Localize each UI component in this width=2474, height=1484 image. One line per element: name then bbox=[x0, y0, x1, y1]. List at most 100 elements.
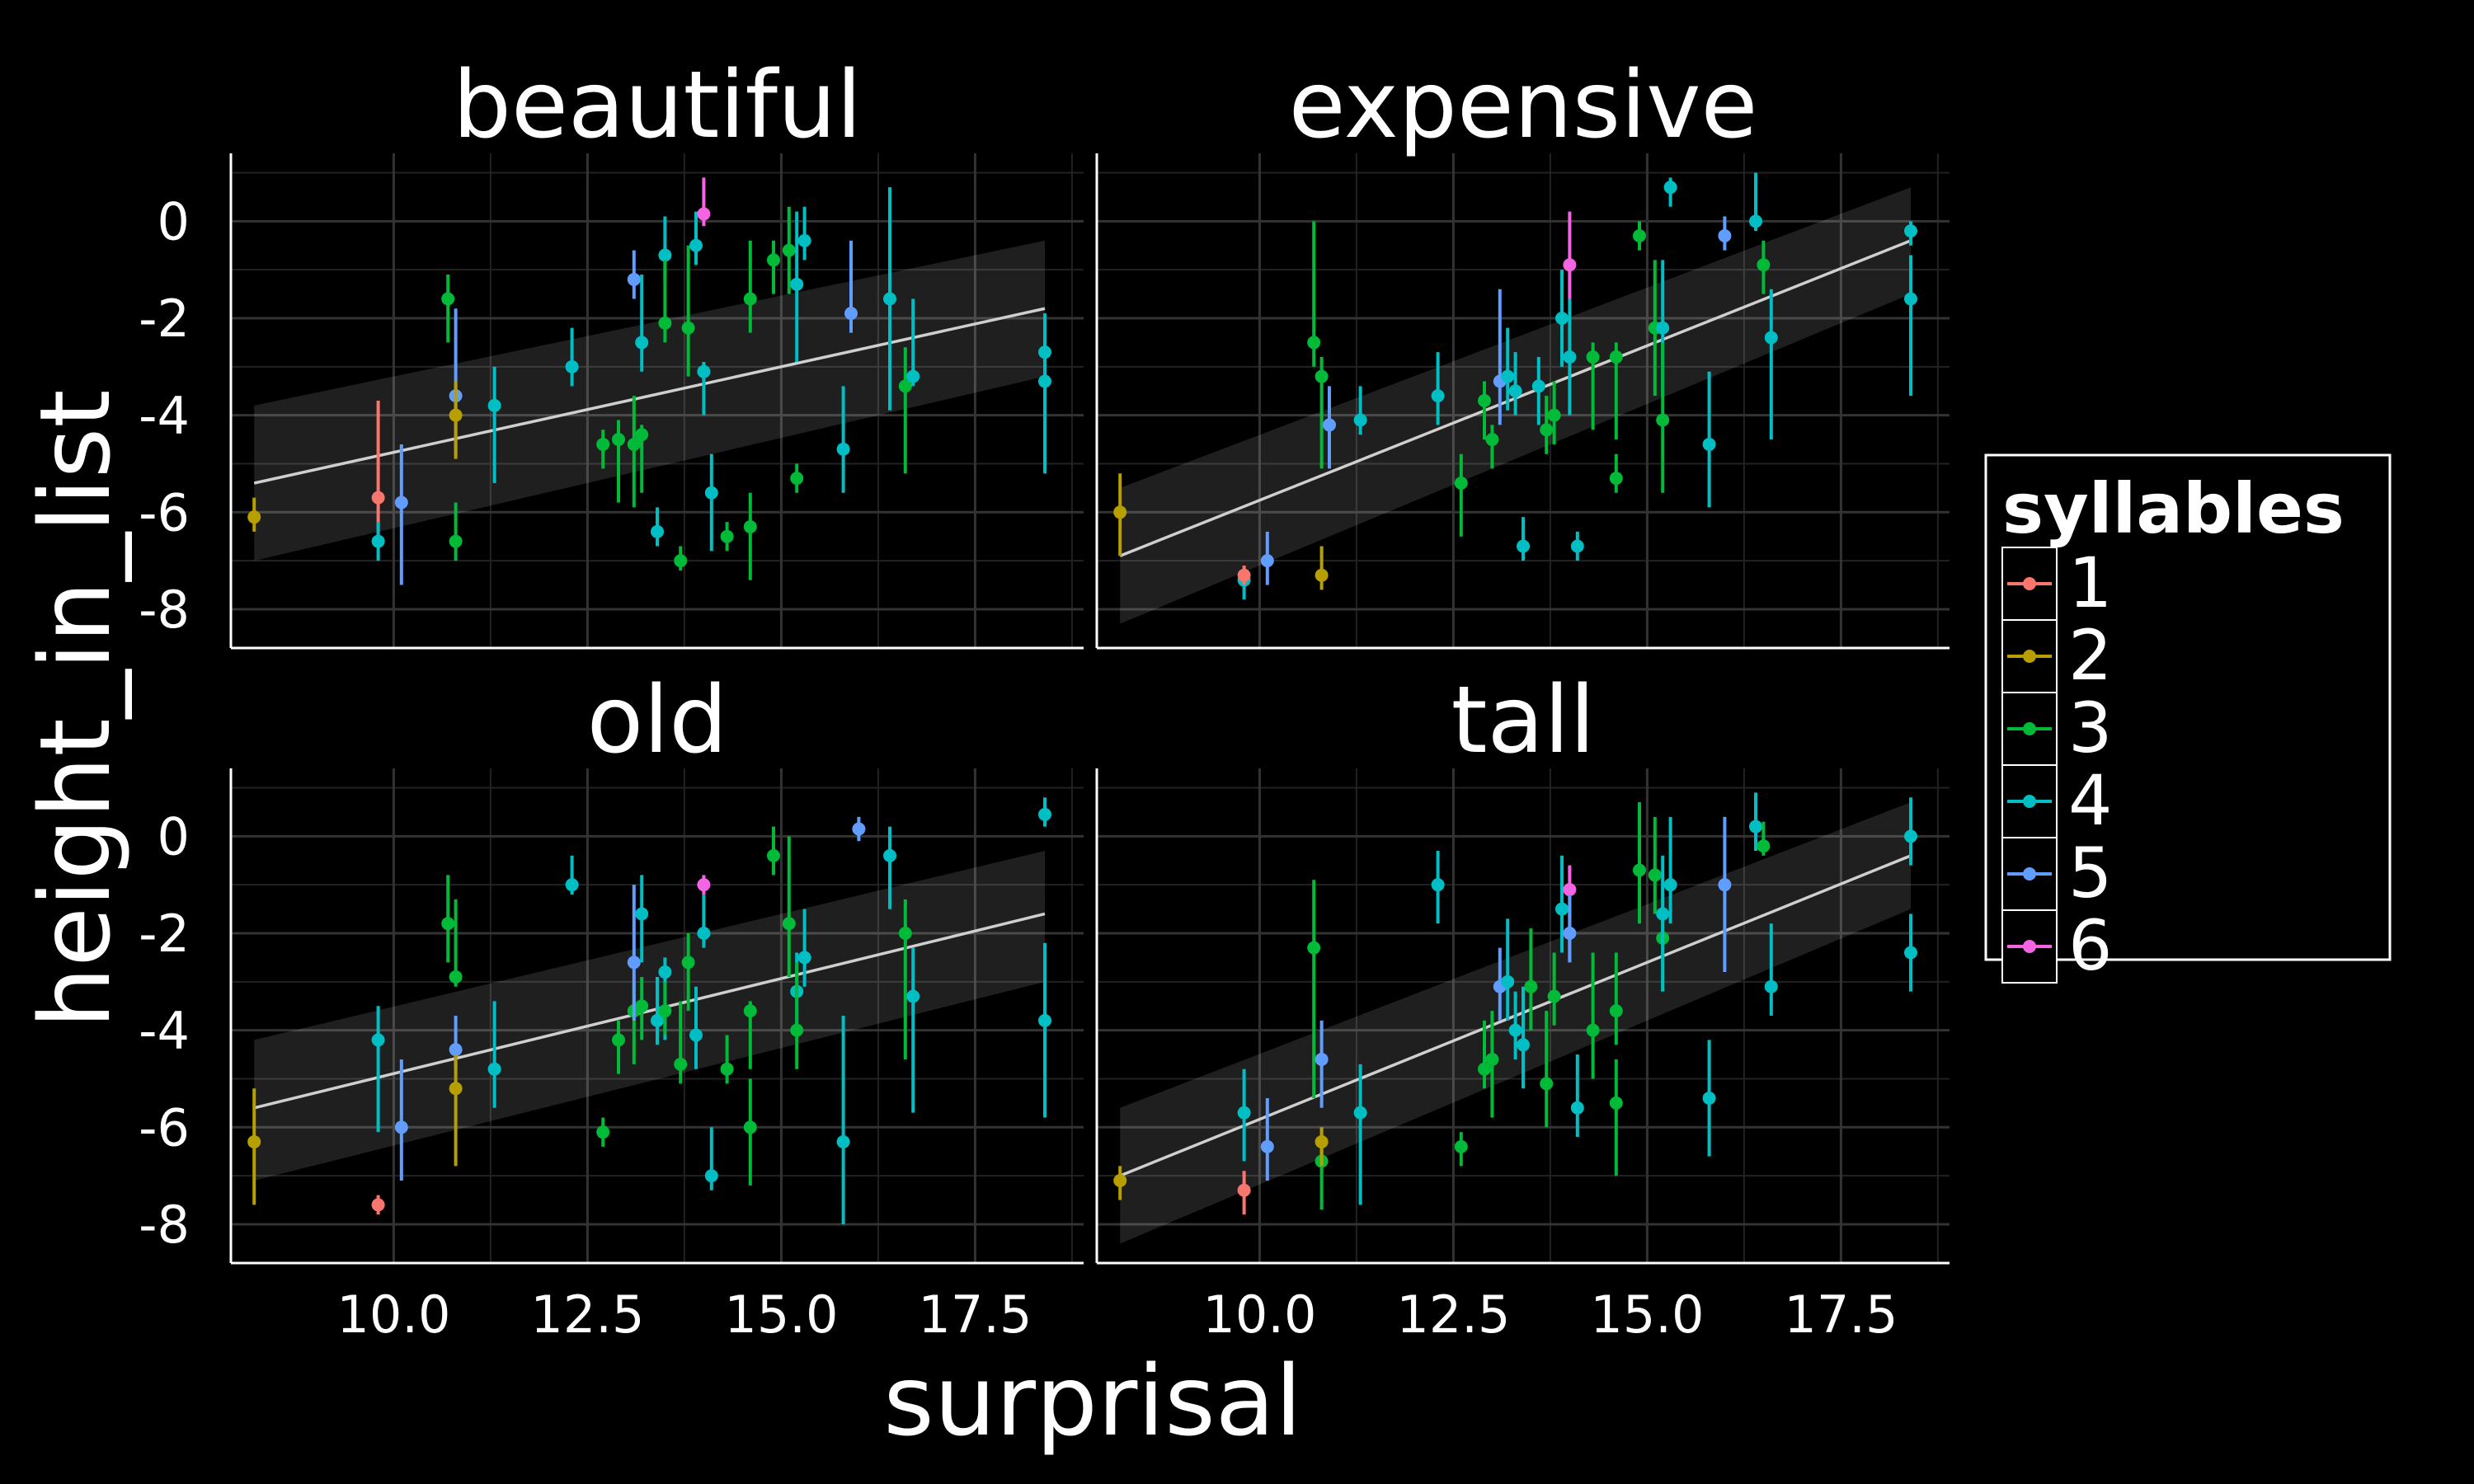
data-point bbox=[720, 1062, 734, 1076]
regression-line bbox=[253, 912, 1046, 1110]
data-point bbox=[782, 243, 796, 257]
panel-background bbox=[1097, 153, 1950, 648]
panel-tall: tall 10.0 12.5 15.0 17.5 bbox=[1095, 667, 1950, 1345]
data-point bbox=[790, 1023, 804, 1037]
legend-label: 3 bbox=[2068, 688, 2112, 768]
data-point bbox=[1757, 258, 1771, 272]
data-point bbox=[1904, 829, 1917, 843]
data-point bbox=[1757, 839, 1771, 853]
x-tick-label: 10.0 bbox=[1202, 1284, 1316, 1345]
panel-beautiful: beautiful 0 -2 -4 -6 -8 bbox=[139, 52, 1084, 650]
data-point bbox=[743, 1120, 757, 1134]
confidence-band bbox=[254, 851, 1045, 1181]
legend-title: syllables bbox=[2002, 468, 2345, 549]
legend-label: 5 bbox=[2068, 833, 2112, 913]
legend-item-5: 5 bbox=[2001, 833, 2112, 913]
data-point bbox=[906, 989, 920, 1003]
confidence-band bbox=[254, 240, 1045, 561]
data-point bbox=[1764, 331, 1778, 345]
data-point bbox=[627, 956, 641, 970]
data-point bbox=[797, 233, 811, 247]
legend-label: 2 bbox=[2068, 615, 2112, 696]
data-point bbox=[1478, 394, 1491, 407]
data-point bbox=[658, 1004, 672, 1018]
legend-label: 4 bbox=[2068, 760, 2112, 841]
data-point bbox=[651, 1013, 664, 1027]
data-point bbox=[635, 907, 649, 921]
y-tick-label: -6 bbox=[139, 482, 190, 542]
data-point bbox=[1501, 369, 1515, 383]
data-point bbox=[449, 534, 463, 548]
panel-title: tall bbox=[1451, 667, 1596, 774]
legend-item-6: 6 bbox=[2001, 905, 2112, 986]
data-point bbox=[1315, 568, 1329, 582]
data-point bbox=[1904, 946, 1917, 960]
y-tick-label: -4 bbox=[139, 1001, 190, 1061]
data-point bbox=[906, 369, 920, 383]
data-point bbox=[681, 321, 695, 335]
data-point bbox=[674, 554, 688, 568]
data-point bbox=[1609, 1004, 1623, 1018]
data-point bbox=[1315, 1134, 1329, 1148]
legend-key-point bbox=[2023, 867, 2036, 881]
data-point bbox=[1315, 1052, 1329, 1066]
y-tick-label: 0 bbox=[158, 191, 190, 251]
data-point bbox=[697, 207, 711, 221]
data-point bbox=[612, 433, 625, 447]
data-point bbox=[697, 927, 711, 940]
legend-item-2: 2 bbox=[2001, 615, 2112, 696]
data-point bbox=[898, 927, 912, 940]
data-point bbox=[1353, 413, 1367, 427]
data-point bbox=[844, 307, 858, 321]
data-point bbox=[1431, 878, 1445, 892]
data-point bbox=[1478, 1062, 1491, 1076]
panel-title: old bbox=[587, 667, 728, 774]
data-point bbox=[394, 495, 408, 510]
data-point bbox=[836, 442, 850, 456]
legend-key-point bbox=[2023, 722, 2036, 735]
legend-item-3: 3 bbox=[2001, 688, 2112, 768]
data-point bbox=[1531, 379, 1545, 393]
y-tick-label: -8 bbox=[139, 1195, 190, 1255]
data-point bbox=[635, 428, 649, 442]
data-point bbox=[1307, 336, 1321, 350]
data-point bbox=[1113, 505, 1127, 519]
data-point bbox=[704, 486, 718, 500]
data-point bbox=[697, 878, 711, 892]
data-point bbox=[1485, 1052, 1499, 1066]
data-point bbox=[1547, 989, 1561, 1003]
data-point bbox=[1237, 1106, 1251, 1120]
data-point bbox=[1454, 1139, 1468, 1153]
data-point bbox=[790, 472, 804, 486]
data-point bbox=[1663, 878, 1677, 892]
data-point bbox=[441, 917, 455, 931]
y-tick-label: 0 bbox=[158, 806, 190, 866]
legend-key-point bbox=[2023, 795, 2036, 808]
data-point bbox=[1609, 350, 1623, 364]
data-point bbox=[1524, 979, 1538, 993]
data-point bbox=[1570, 1101, 1584, 1115]
data-point bbox=[1038, 807, 1051, 821]
data-point bbox=[697, 364, 711, 378]
data-point bbox=[797, 951, 811, 965]
data-point bbox=[658, 248, 672, 262]
x-tick-label: 15.0 bbox=[724, 1284, 838, 1345]
y-tick-label: -6 bbox=[139, 1097, 190, 1158]
data-point bbox=[1517, 539, 1530, 553]
legend-item-1: 1 bbox=[2001, 542, 2112, 623]
y-tick-label: -2 bbox=[139, 289, 190, 349]
x-tick-label: 10.0 bbox=[336, 1284, 450, 1345]
data-point bbox=[394, 1120, 408, 1134]
data-point bbox=[1633, 863, 1646, 877]
x-tick-label: 12.5 bbox=[1396, 1284, 1510, 1345]
data-point bbox=[1555, 312, 1569, 325]
data-point bbox=[1656, 321, 1670, 335]
y-tick-label: -8 bbox=[139, 580, 190, 640]
data-point bbox=[1563, 883, 1577, 897]
data-point bbox=[247, 1134, 261, 1148]
data-point bbox=[1609, 1096, 1623, 1110]
data-point bbox=[1431, 389, 1445, 403]
data-point bbox=[1718, 229, 1732, 242]
data-point bbox=[596, 1125, 610, 1139]
data-point bbox=[1485, 433, 1499, 447]
